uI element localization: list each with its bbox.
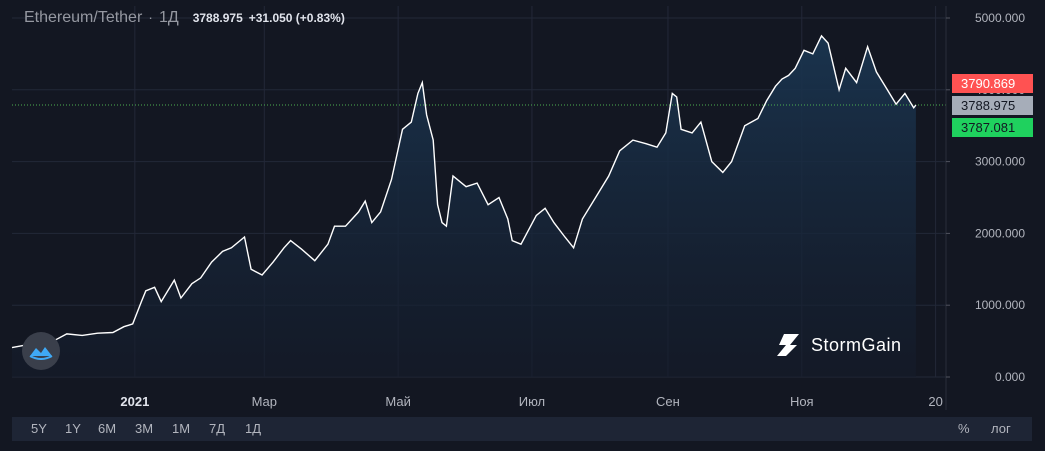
high-price-badge: 3790.869 xyxy=(952,74,1033,93)
y-tick-label: 2000.000 xyxy=(975,226,1025,240)
current-price-badge: 3788.975 xyxy=(952,96,1033,115)
range-button-5y[interactable]: 5Y xyxy=(31,421,47,436)
stormgain-logo-icon xyxy=(777,334,799,356)
header-separator: · xyxy=(148,9,153,25)
price-change: +31.050 (+0.83%) xyxy=(248,11,345,25)
log-scale-toggle[interactable]: лог xyxy=(991,421,1011,436)
symbol-name[interactable]: Ethereum/Tether xyxy=(24,9,143,26)
x-tick-label: Сен xyxy=(656,394,680,409)
y-tick-label: 0.000 xyxy=(995,370,1025,384)
x-tick-label: Май xyxy=(385,394,410,409)
range-button-3m[interactable]: 3M xyxy=(135,421,154,436)
chart-header: Ethereum/Tether · 1Д 3788.975 +31.050 (+… xyxy=(24,9,345,27)
y-tick-label: 3000.000 xyxy=(975,155,1025,169)
last-price: 3788.975 xyxy=(192,11,243,25)
stormgain-watermark: StormGain xyxy=(775,332,902,358)
x-tick-label: Ноя xyxy=(790,394,814,409)
price-line[interactable] xyxy=(11,34,917,349)
y-tick-label: 5000.000 xyxy=(975,11,1025,25)
x-tick-label: Мар xyxy=(252,394,277,409)
range-button-7d[interactable]: 7Д xyxy=(209,421,226,436)
percent-scale-toggle[interactable]: % xyxy=(958,421,970,436)
range-button-1d[interactable]: 1Д xyxy=(245,421,262,436)
range-button-6m[interactable]: 6M xyxy=(98,421,117,436)
x-tick-label: Июл xyxy=(519,394,545,409)
y-tick-label: 1000.000 xyxy=(975,298,1025,312)
range-button-1y[interactable]: 1Y xyxy=(65,421,81,436)
range-toolbar: 5Y 1Y 6M 3M 1M 7Д 1Д % лог xyxy=(12,417,1032,441)
range-button-1m[interactable]: 1M xyxy=(172,421,191,436)
price-area xyxy=(12,35,916,378)
x-tick-label: 20 xyxy=(928,394,942,409)
time-axis[interactable]: 2021 Мар Май Июл Сен Ноя 20 xyxy=(120,394,942,409)
low-price-badge: 3787.081 xyxy=(952,118,1033,137)
x-tick-label: 2021 xyxy=(120,394,149,409)
cloud-logo-icon[interactable] xyxy=(22,332,60,370)
brand-name: StormGain xyxy=(811,334,902,355)
price-axis[interactable]: 0.0001000.0002000.0003000.0004000.000500… xyxy=(946,11,1025,384)
timeframe-label[interactable]: 1Д xyxy=(158,9,179,26)
